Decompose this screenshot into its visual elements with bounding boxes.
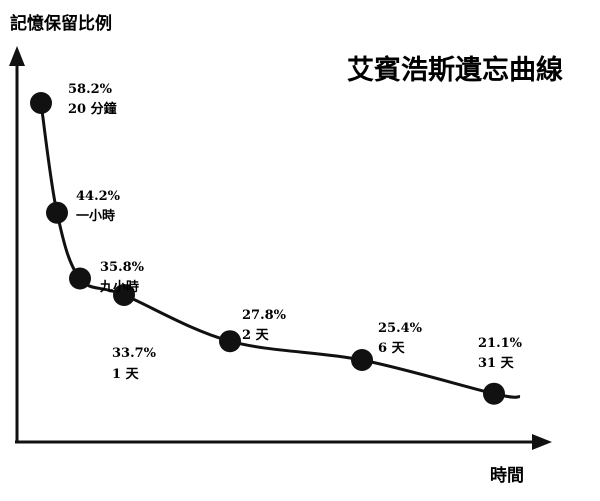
data-point-time-label: 一小時 [76,208,115,224]
data-point-marker [69,267,91,290]
x-axis-label: 時間 [490,465,524,486]
data-point-value: 33.7% [112,346,157,361]
data-point-marker [113,284,135,306]
data-point-time-label: 31 天 [478,356,515,371]
data-point-time-label: 6 天 [378,341,406,356]
data-point-value: 25.4% [378,321,423,336]
data-point-time-label: 1 天 [112,367,140,382]
y-axis-label: 記憶保留比例 [10,13,112,34]
chart-title: 艾賓浩斯遺忘曲線 [347,54,563,86]
data-point-value: 27.8% [242,308,287,323]
data-point-marker [483,382,505,405]
data-point-marker [30,92,52,114]
data-point-marker [46,201,68,224]
data-point-marker [351,349,373,371]
data-point-time-label: 2 天 [242,328,270,343]
data-point-value: 44.2% [76,189,121,204]
data-point-time-label: 九小時 [99,279,139,295]
data-point-value: 58.2% [68,82,113,97]
axes [9,46,552,450]
data-labels: 58.2% 20 分鐘 44.2% 一小時 35.8% 九小時 33.7% 1 天 27.8% 2… [68,82,523,382]
data-point-value: 35.8% [100,260,145,275]
data-point-value: 21.1% [478,336,523,351]
data-point-marker [219,330,241,353]
data-point-time-label: 20 分鐘 [68,101,117,117]
x-axis-arrow [532,434,552,450]
y-axis-arrow [9,46,25,66]
data-markers [30,92,505,405]
